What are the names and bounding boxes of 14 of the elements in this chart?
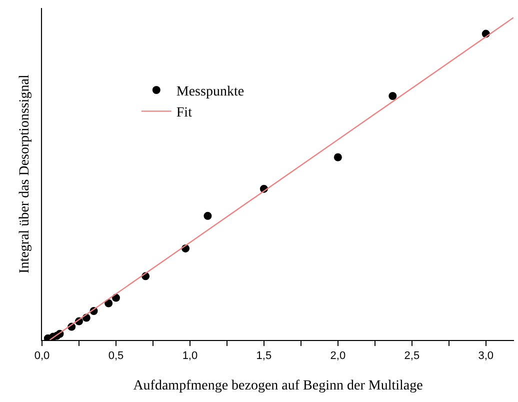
legend-label: Messpunkte xyxy=(176,84,244,100)
x-tick-label: 2,0 xyxy=(330,350,346,362)
point xyxy=(388,92,397,100)
x-tick-label: 0,0 xyxy=(34,350,50,362)
legend-label: Fit xyxy=(176,106,192,121)
x-tick-label: 1,5 xyxy=(256,350,272,362)
x-tick-label: 0,5 xyxy=(108,350,124,362)
x-tick-label: 2,5 xyxy=(404,350,420,362)
x-tick-label: 1,0 xyxy=(182,350,198,362)
point xyxy=(204,212,212,220)
y-axis-title: Integral über das Desorptionssignal xyxy=(18,74,33,274)
point xyxy=(334,153,342,162)
x-tick-label: 3,0 xyxy=(478,350,494,362)
x-axis-title: Aufdampfmenge bezogen auf Beginn der Multilage xyxy=(133,378,423,394)
